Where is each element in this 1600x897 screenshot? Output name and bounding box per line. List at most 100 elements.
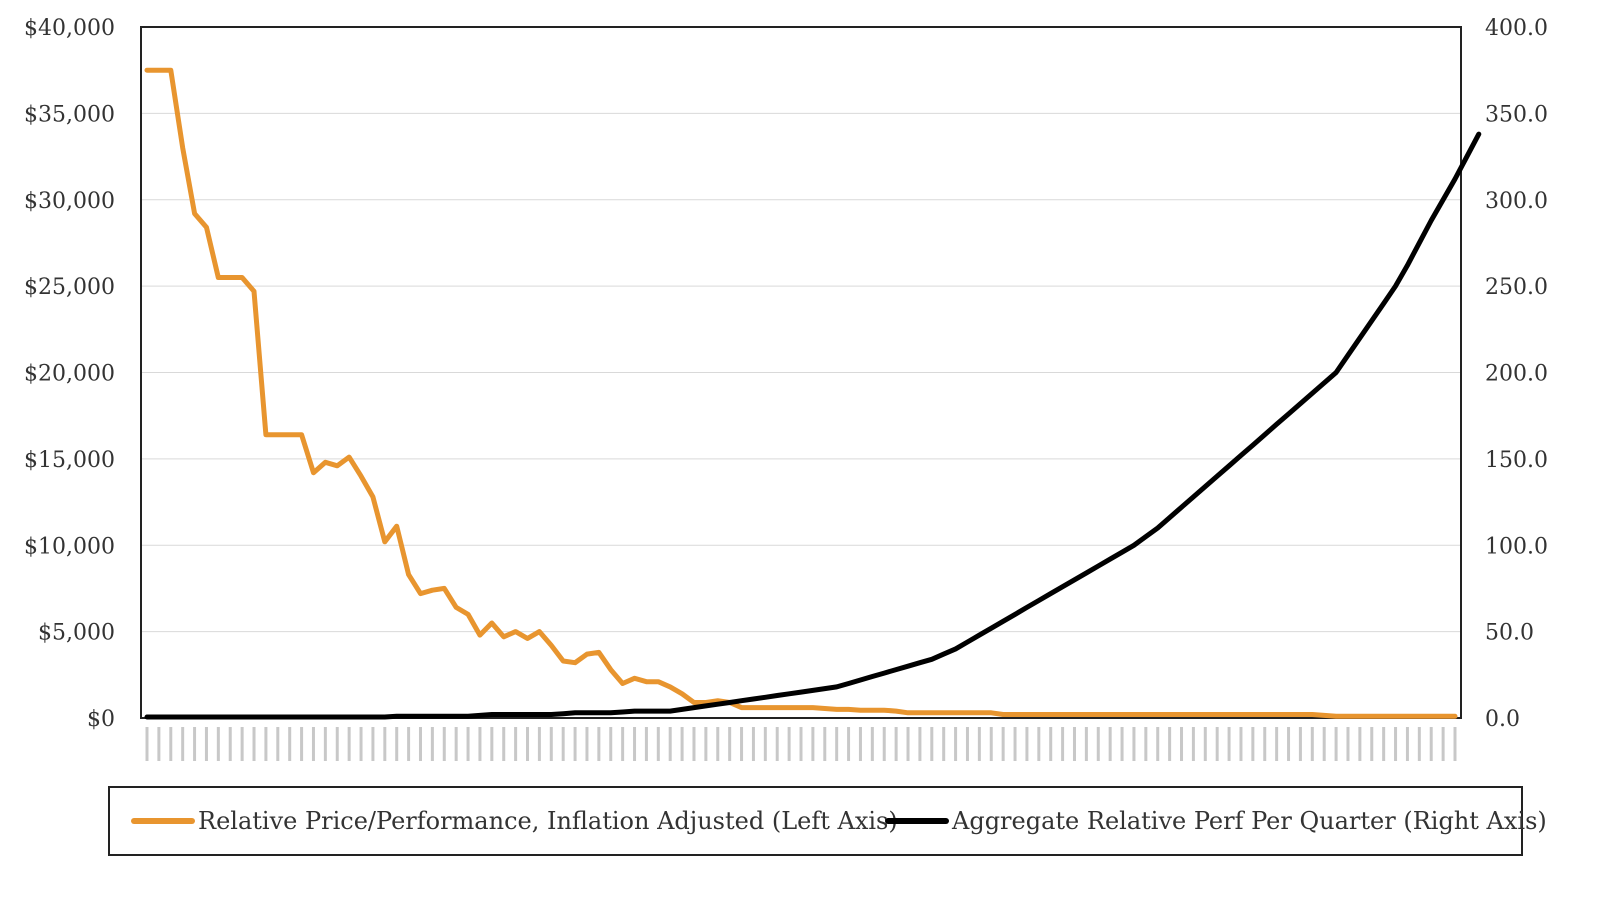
x-tick-mark [395,727,399,761]
x-tick-mark [954,727,958,761]
x-tick-mark [311,727,315,761]
x-tick-mark [1049,727,1053,761]
x-tick-mark [1275,727,1279,761]
x-tick-mark [1120,727,1124,761]
x-tick-mark [870,727,874,761]
x-tick-mark [466,727,470,761]
left-axis-ticks: $0 $5,000 $10,000 $15,000 $20,000 $25,000 $30,… [24,16,115,732]
x-tick-mark [1263,727,1267,761]
x-tick-mark [1239,727,1243,761]
x-tick-mark [383,727,387,761]
x-tick-mark [181,727,185,761]
x-tick-mark [335,727,339,761]
x-tick-mark [1310,727,1314,761]
x-tick-mark [1441,727,1445,761]
x-tick-mark [169,727,173,761]
x-tick-mark [514,727,518,761]
x-tick-mark [1013,727,1017,761]
x-tick-mark [359,727,363,761]
x-tick-mark [1215,727,1219,761]
x-tick-mark [1072,727,1076,761]
x-tick-mark [1108,727,1112,761]
x-tick-mark [1025,727,1029,761]
x-tick-mark [894,727,898,761]
x-tick-mark [1156,727,1160,761]
x-tick-mark [1037,727,1041,761]
right-axis-tick-label: 250.0 [1485,275,1548,300]
x-tick-mark [1096,727,1100,761]
x-tick-mark [1358,727,1362,761]
x-tick-mark [252,727,256,761]
x-tick-mark [502,727,506,761]
x-tick-mark [1168,727,1172,761]
x-tick-mark [1191,727,1195,761]
x-tick-mark [882,727,886,761]
x-tick-mark [1382,727,1386,761]
x-tick-mark [1453,727,1457,761]
x-tick-mark [1370,727,1374,761]
x-tick-mark [407,727,411,761]
x-tick-mark [526,727,530,761]
x-tick-mark [906,727,910,761]
x-tick-mark [1001,727,1005,761]
x-tick-mark [1180,727,1184,761]
x-tick-mark [787,727,791,761]
x-tick-mark [668,727,672,761]
x-tick-mark [347,727,351,761]
x-tick-mark [204,727,208,761]
right-axis-tick-label: 0.0 [1485,707,1520,732]
x-tick-mark [1227,727,1231,761]
x-tick-mark [323,727,327,761]
x-tick-mark [1251,727,1255,761]
x-tick-mark [490,727,494,761]
x-tick-mark [193,727,197,761]
right-axis-tick-label: 50.0 [1485,621,1534,646]
x-tick-mark [1061,727,1065,761]
x-tick-mark [965,727,969,761]
x-tick-mark [145,727,149,761]
x-tick-mark [585,727,589,761]
x-tick-mark [1417,727,1421,761]
x-tick-mark [609,727,613,761]
x-tick-mark [573,727,577,761]
x-tick-mark [1394,727,1398,761]
x-tick-mark [1429,727,1433,761]
x-tick-mark [942,727,946,761]
x-tick-mark [692,727,696,761]
series-line-0 [144,67,1458,719]
right-axis-tick-label: 300.0 [1485,189,1548,214]
x-tick-mark [835,727,839,761]
x-tick-mark [1203,727,1207,761]
x-tick-mark [276,727,280,761]
x-tick-mark [1322,727,1326,761]
x-tick-mark [656,727,660,761]
x-tick-mark [858,727,862,761]
x-tick-mark [799,727,803,761]
x-tick-mark [823,727,827,761]
x-tick-mark [847,727,851,761]
x-tick-mark [1405,727,1409,761]
x-axis-ticks [145,727,1457,761]
series-lines [144,67,1482,720]
x-tick-mark [621,727,625,761]
legend-label-series-1: Aggregate Relative Perf Per Quarter (Rig… [951,807,1547,835]
right-axis-tick-label: 200.0 [1485,362,1548,387]
x-tick-mark [751,727,755,761]
x-tick-mark [1084,727,1088,761]
x-tick-mark [633,727,637,761]
left-axis-tick-label: $20,000 [24,362,115,387]
x-tick-mark [1346,727,1350,761]
x-tick-mark [1132,727,1136,761]
gridlines [141,112,1461,633]
legend: Relative Price/Performance, Inflation Ad… [108,786,1547,856]
x-tick-mark [989,727,993,761]
x-tick-mark [811,727,815,761]
x-tick-mark [561,727,565,761]
x-tick-mark [977,727,981,761]
series-line-1 [144,131,1482,720]
x-tick-mark [597,727,601,761]
plot-area-frame [140,26,1462,719]
x-tick-mark [716,727,720,761]
x-tick-mark [442,727,446,761]
